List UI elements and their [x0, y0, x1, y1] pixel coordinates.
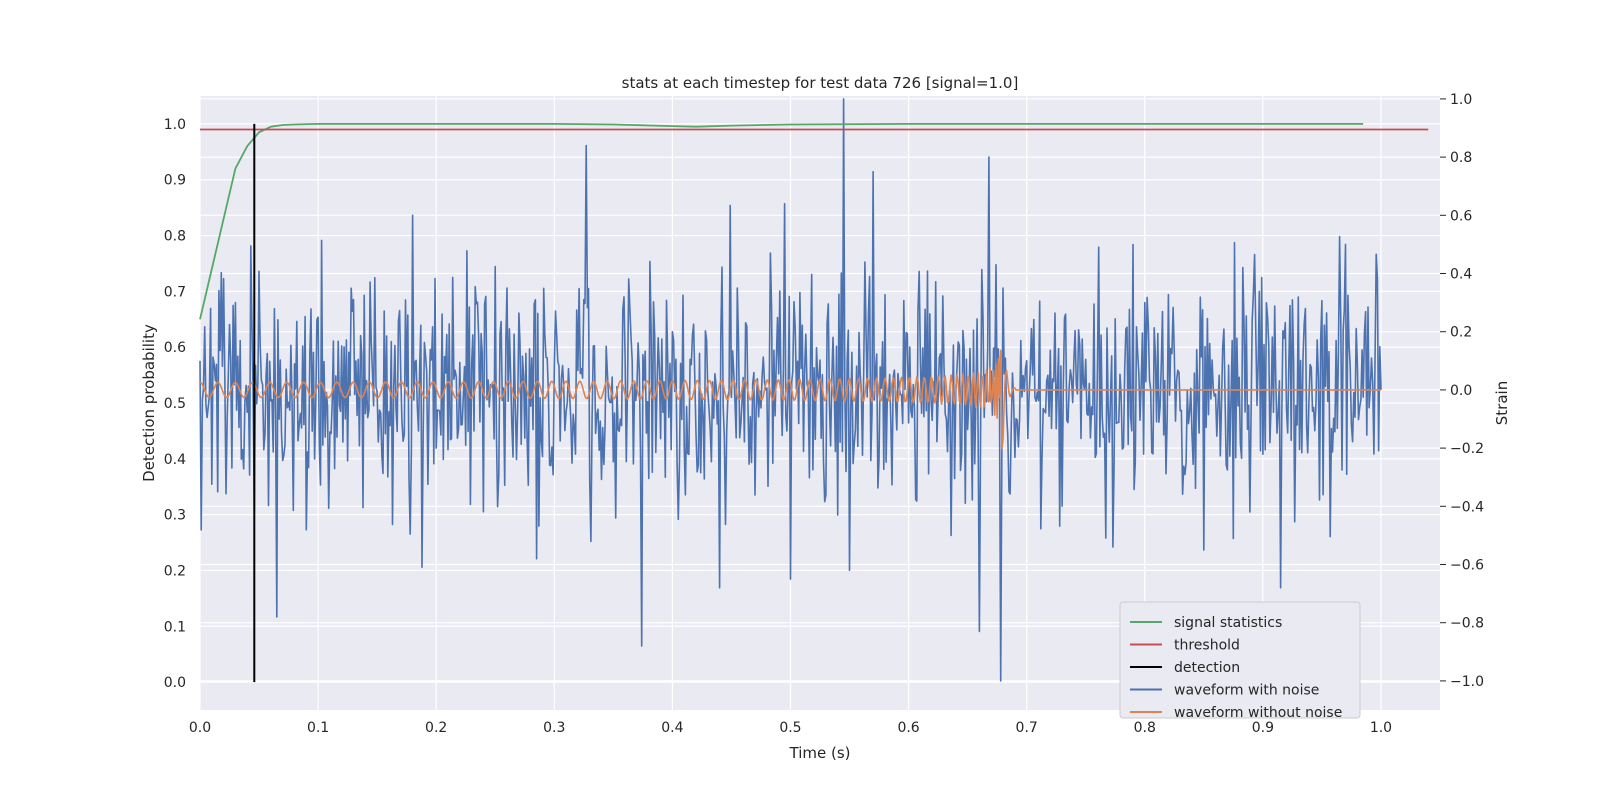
legend-label: threshold	[1174, 638, 1240, 654]
y-tick-label: 0.1	[164, 619, 186, 635]
x-tick-label: 1.0	[1370, 720, 1392, 736]
y2-tick-label: −0.8	[1450, 616, 1484, 632]
y2-tick-label: −1.0	[1450, 674, 1484, 690]
y-tick-label: 1.0	[164, 117, 186, 133]
y-tick-label: 0.9	[164, 173, 186, 189]
y2-tick-label: 1.0	[1450, 92, 1472, 108]
series-signal-statistics	[199, 123, 1364, 320]
y2-tick-label: −0.4	[1450, 499, 1484, 515]
legend-label: waveform without noise	[1174, 705, 1342, 721]
x-tick-label: 0.7	[1016, 720, 1038, 736]
y2-axis-label: Strain	[1493, 381, 1511, 425]
series-waveform-without-noise	[199, 349, 1381, 450]
series-waveform-with-noise	[199, 98, 1382, 682]
x-tick-label: 0.9	[1252, 720, 1274, 736]
y2-tick-label: 0.2	[1450, 325, 1472, 341]
y2-tick-label: 0.8	[1450, 150, 1472, 166]
y-tick-label: 0.6	[164, 340, 186, 356]
y-tick-label: 0.2	[164, 563, 186, 579]
y-tick-label: 0.4	[164, 452, 186, 468]
y-axis-label: Detection probability	[140, 324, 158, 482]
y-ticks: 0.0 0.1 0.2 0.3 0.4 0.5 0.6 0.7 0.8 0.9 1.0	[164, 117, 186, 691]
y-tick-label: 0.5	[164, 396, 186, 412]
x-tick-label: 0.6	[897, 720, 919, 736]
legend-label: signal statistics	[1174, 615, 1282, 631]
x-ticks: 0.0 0.1 0.2 0.3 0.4 0.5 0.6 0.7 0.8 0.9 1.0	[189, 720, 1392, 736]
legend-box	[1119, 601, 1361, 719]
y-tick-label: 0.8	[164, 229, 186, 245]
y-tick-label: 0.3	[164, 508, 186, 524]
x-tick-label: 0.4	[661, 720, 683, 736]
legend: signal statistics threshold detection wavef…	[1119, 601, 1361, 721]
legend-label: waveform with noise	[1174, 683, 1319, 699]
y-tick-label: 0.0	[164, 675, 186, 691]
x-tick-label: 0.0	[189, 720, 211, 736]
x-tick-label: 0.5	[779, 720, 801, 736]
y2-ticks: −1.0 −0.8 −0.6 −0.4 −0.2 0.0 0.2 0.4 0.6 0.8 1.0	[1440, 92, 1484, 690]
x-axis-label: Time (s)	[789, 744, 851, 762]
chart-title: stats at each timestep for test data 726…	[622, 74, 1019, 92]
x-tick-label: 0.8	[1134, 720, 1156, 736]
y-tick-label: 0.7	[164, 284, 186, 300]
y2-tick-label: 0.4	[1450, 267, 1472, 283]
legend-label: detection	[1174, 660, 1240, 676]
y2-tick-label: 0.6	[1450, 208, 1472, 224]
x-tick-label: 0.3	[543, 720, 565, 736]
y2-tick-label: 0.0	[1450, 383, 1472, 399]
y2-tick-label: −0.2	[1450, 441, 1484, 457]
x-tick-label: 0.2	[425, 720, 447, 736]
x-tick-label: 0.1	[307, 720, 329, 736]
series-layer	[199, 98, 1429, 683]
y2-tick-label: −0.6	[1450, 558, 1484, 574]
